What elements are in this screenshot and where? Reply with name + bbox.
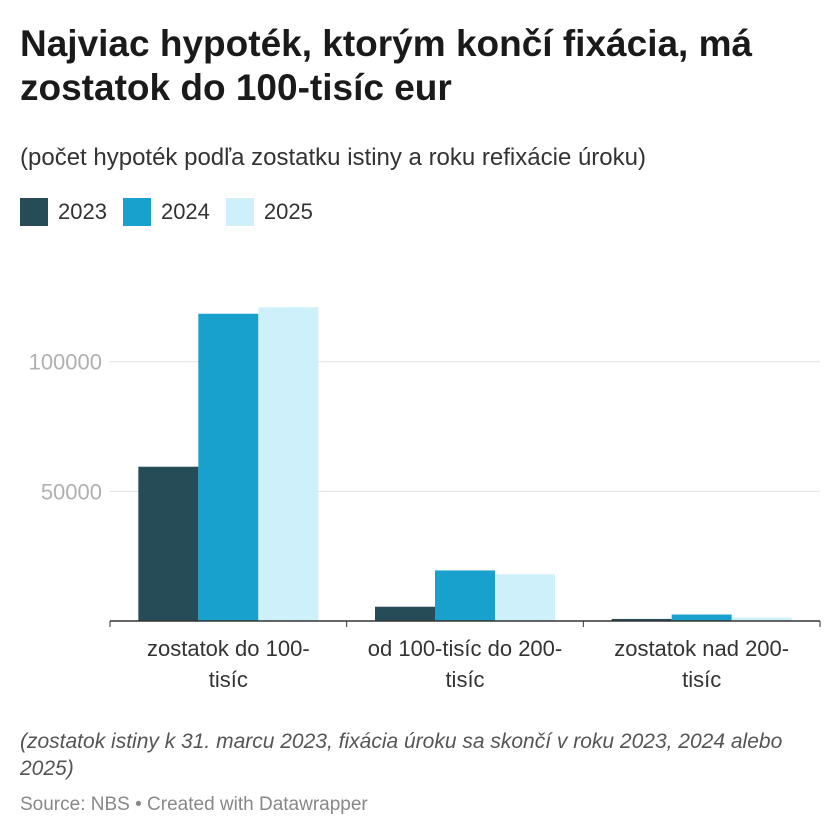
legend: 2023 2024 2025 xyxy=(20,198,329,226)
legend-label-2024: 2024 xyxy=(160,199,210,224)
bar-2023-1 xyxy=(375,606,435,621)
x-tick-label: od 100-tisíc do 200- xyxy=(368,636,562,661)
legend-swatch-2024 xyxy=(122,198,151,226)
legend-item-2024: 2024 xyxy=(122,198,210,226)
legend-label-2023: 2023 xyxy=(58,199,107,224)
bar-chart: 50000 100000 zostatok do 100- tisíc od 100-t… xyxy=(29,307,821,692)
bar-2023-0 xyxy=(138,466,199,621)
chart-source: Source: NBS • Created with Datawrapper xyxy=(20,794,368,815)
legend-label-2025: 2025 xyxy=(263,199,313,224)
bar-2024-2 xyxy=(671,614,732,621)
y-tick-label: 100000 xyxy=(29,350,102,375)
y-tick-label: 50000 xyxy=(41,479,102,504)
x-tick-label: zostatok nad 200- xyxy=(614,636,789,661)
legend-swatch-2025 xyxy=(225,198,254,226)
bar-2024-1 xyxy=(435,570,495,621)
legend-item-2023: 2023 xyxy=(20,198,107,226)
x-tick-label: tisíc xyxy=(445,667,484,692)
legend-item-2025: 2025 xyxy=(225,198,313,226)
bar-2025-1 xyxy=(495,574,555,621)
chart-title: Najviac hypoték, ktorým končí fixácia, m… xyxy=(20,23,753,109)
bar-2025-2 xyxy=(731,617,792,621)
chart-subtitle: (počet hypoték podľa zostatku istiny a r… xyxy=(20,144,646,171)
chart-notes: (zostatok istiny k 31. marcu 2023, fixác… xyxy=(20,730,783,781)
bar-2025-0 xyxy=(258,307,319,621)
x-tick-label: zostatok do 100- xyxy=(147,636,310,661)
x-tick-label: tisíc xyxy=(209,667,248,692)
legend-swatch-2023 xyxy=(20,198,48,226)
x-tick-label: tisíc xyxy=(682,667,721,692)
bar-2024-0 xyxy=(198,313,259,621)
bar-2023-2 xyxy=(611,618,672,621)
